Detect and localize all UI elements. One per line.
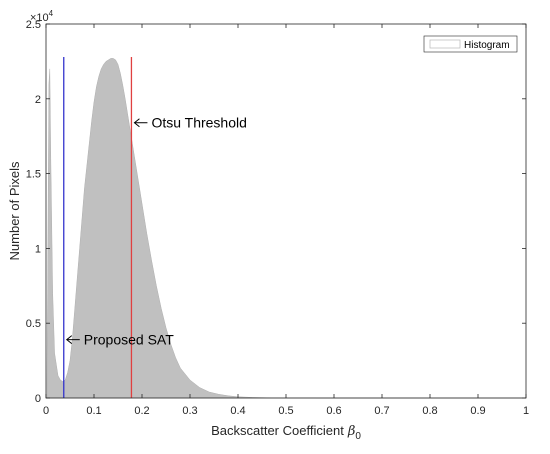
x-axis-ticks: 0 0.1 0.2 0.3 0.4 0.5 0.6 0.7 0.8 0.9 1: [43, 24, 529, 417]
legend-swatch: [429, 39, 461, 49]
x-tick-label: 0.5: [278, 405, 293, 417]
x-tick-label: 1: [523, 405, 529, 417]
y-tick-label: 1.5: [26, 169, 41, 181]
x-tick-label: 0.2: [134, 405, 149, 417]
y-tick-label: 2: [35, 94, 41, 106]
otsu-arrowhead: [133, 118, 140, 128]
otsu-annotation: Otsu Threshold: [133, 115, 247, 131]
y-axis-label: Number of Pixels: [7, 161, 22, 260]
y-axis-ticks: 0 0.5 1 1.5 2 2.5: [26, 19, 526, 405]
sat-annotation: Proposed SAT: [65, 332, 174, 348]
x-tick-label: 0: [43, 405, 49, 417]
legend-entry-histogram: Histogram: [464, 40, 510, 51]
x-tick-label: 0.7: [374, 405, 389, 417]
sat-arrowhead: [65, 335, 73, 345]
x-tick-label: 0.4: [230, 405, 245, 417]
x-tick-label: 0.9: [470, 405, 485, 417]
x-tick-label: 0.1: [86, 405, 101, 417]
legend: Histogram: [423, 35, 518, 53]
x-tick-label: 0.8: [422, 405, 437, 417]
x-axis-label: Backscatter Coefficient β0: [211, 423, 361, 442]
x-tick-label: 0.6: [326, 405, 341, 417]
y-tick-label: 0: [35, 393, 41, 405]
y-tick-label: 0.5: [26, 318, 41, 330]
y-axis-exponent: ×104: [30, 9, 54, 24]
sat-label: Proposed SAT: [84, 332, 174, 348]
x-tick-label: 0.3: [182, 405, 197, 417]
y-tick-label: 2.5: [26, 19, 41, 31]
y-tick-label: 1: [35, 243, 41, 255]
histogram-series: [46, 58, 526, 399]
otsu-label: Otsu Threshold: [151, 115, 246, 131]
